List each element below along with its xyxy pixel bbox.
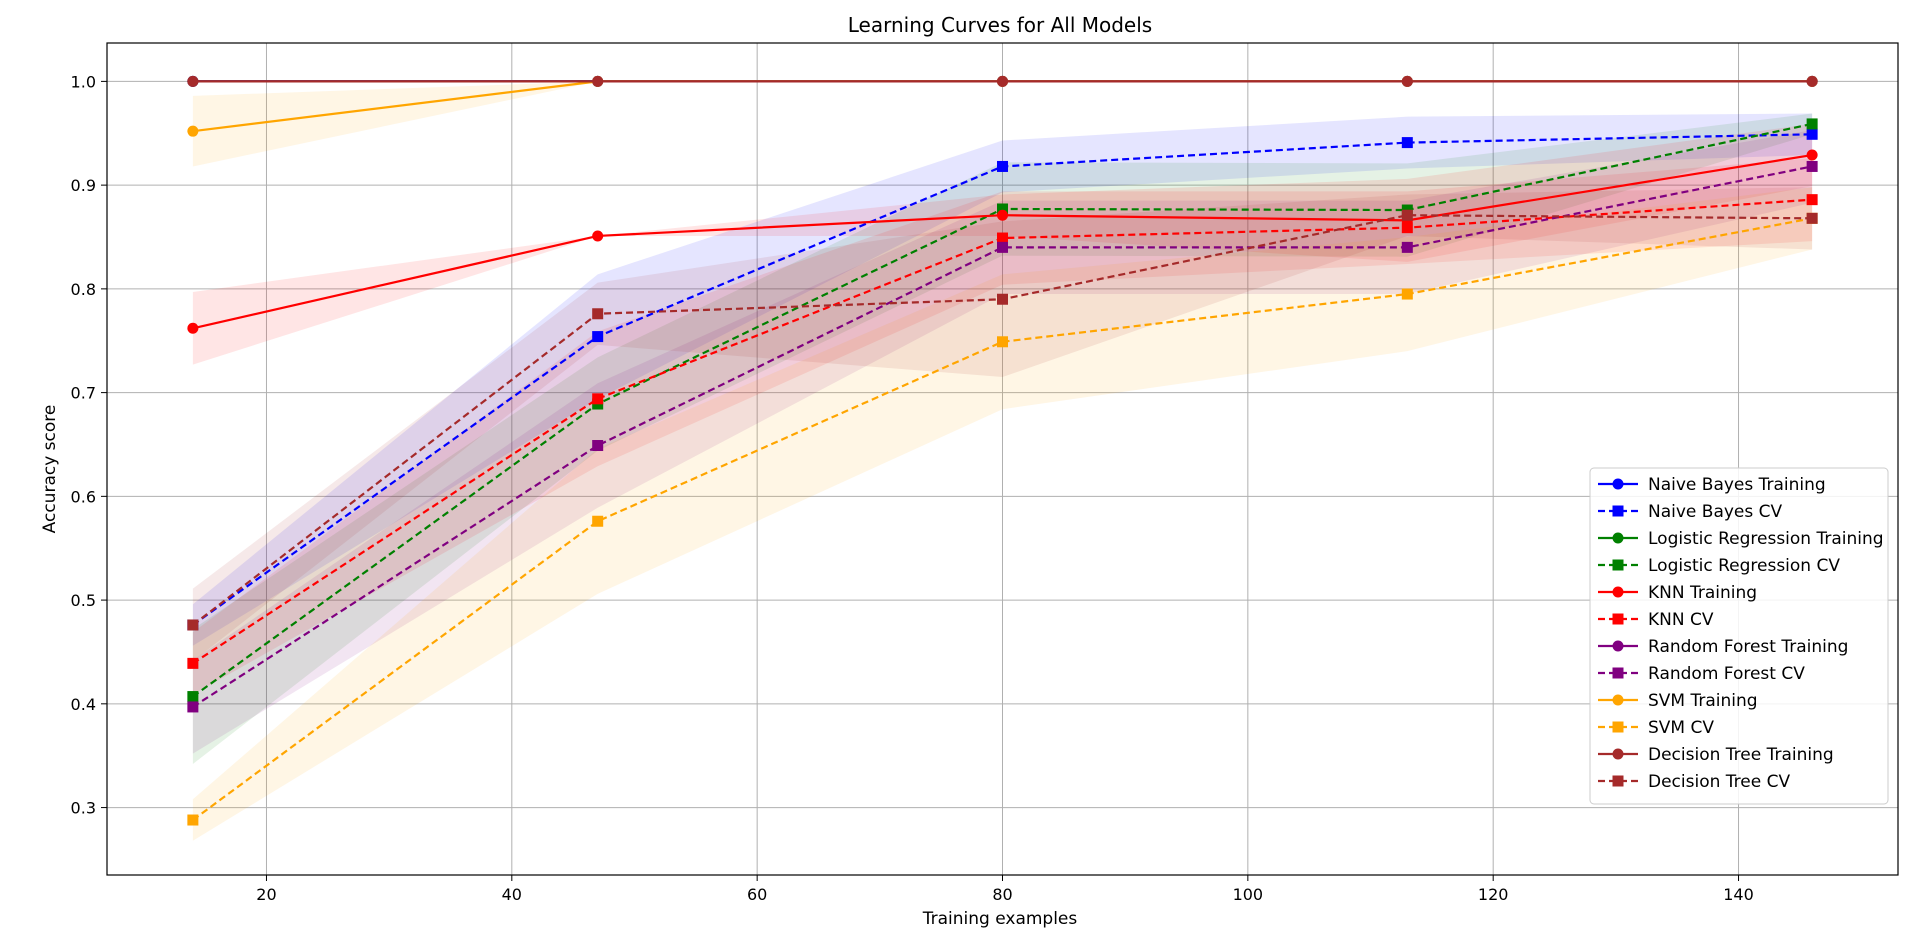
legend-marker [1612, 775, 1624, 787]
axis-ticks: 20 40 60 80 100 120 140 0.3 0.4 0.5 0.6 0.7 0.8 0.9 1.… [71, 72, 1754, 904]
x-tick-label: 140 [1723, 885, 1754, 904]
legend-label: Logistic Regression CV [1648, 556, 1840, 576]
x-tick-label: 120 [1478, 885, 1509, 904]
x-tick-label: 40 [502, 885, 522, 904]
data-point [592, 75, 604, 87]
data-point [997, 336, 1008, 348]
data-point [997, 241, 1008, 253]
legend-label: Naive Bayes Training [1648, 475, 1826, 495]
y-tick-label: 0.8 [71, 280, 96, 299]
x-tick-label: 20 [256, 885, 276, 904]
legend-marker [1612, 694, 1624, 706]
legend-marker [1612, 532, 1624, 544]
data-point [187, 657, 199, 669]
legend: Naive Bayes Training Naive Bayes CV Logist… [1589, 467, 1889, 805]
data-point [1806, 75, 1818, 87]
data-point [1806, 128, 1818, 140]
legend-label: SVM Training [1648, 691, 1758, 711]
std-band [192, 187, 1813, 841]
x-tick-label: 100 [1233, 885, 1264, 904]
legend-label: Logistic Regression Training [1648, 529, 1884, 549]
data-point [187, 701, 199, 713]
y-axis-label: Accuracy score [40, 405, 60, 534]
std-band [192, 187, 1813, 662]
data-point [1401, 222, 1413, 234]
data-point [1401, 288, 1413, 300]
data-point [997, 203, 1008, 215]
x-axis-label: Training examples [922, 909, 1078, 929]
legend-box [1589, 467, 1889, 805]
data-point [997, 293, 1008, 305]
x-tick-label: 60 [747, 885, 767, 904]
legend-label: Random Forest Training [1648, 637, 1848, 657]
legend-label: Decision Tree Training [1648, 745, 1834, 765]
data-point [1806, 118, 1818, 130]
series-lines [187, 75, 1818, 826]
legend-marker [1612, 613, 1624, 625]
y-tick-label: 0.5 [71, 591, 96, 610]
y-tick-label: 0.9 [71, 176, 96, 195]
legend-label: Decision Tree CV [1648, 772, 1790, 792]
legend-marker [1612, 667, 1624, 679]
data-point [997, 160, 1008, 172]
data-point [997, 75, 1008, 87]
legend-label: KNN Training [1648, 583, 1757, 603]
data-point [997, 232, 1008, 244]
data-point [187, 322, 199, 334]
data-point [187, 814, 199, 826]
y-tick-label: 1.0 [71, 72, 96, 91]
y-tick-label: 0.3 [71, 799, 96, 818]
data-point [592, 440, 604, 452]
data-point [1401, 75, 1413, 87]
legend-marker [1612, 721, 1624, 733]
y-tick-label: 0.6 [71, 487, 96, 506]
legend-label: Naive Bayes CV [1648, 502, 1783, 522]
std-band [192, 123, 1813, 365]
y-tick-label: 0.7 [71, 384, 96, 403]
legend-marker [1612, 478, 1624, 490]
series-line [192, 165, 1813, 708]
legend-marker [1612, 505, 1624, 517]
data-point [592, 393, 604, 405]
data-point [592, 308, 604, 320]
legend-marker [1612, 748, 1624, 760]
data-point [592, 331, 604, 343]
std-band [192, 113, 1813, 646]
data-point [592, 230, 604, 242]
data-point [187, 691, 199, 703]
legend-marker [1612, 559, 1624, 571]
data-point [1806, 160, 1818, 172]
x-tick-label: 80 [992, 885, 1012, 904]
legend-marker [1612, 640, 1624, 652]
data-point [187, 619, 199, 631]
legend-label: KNN CV [1648, 610, 1714, 630]
data-point [592, 515, 604, 527]
data-point [1401, 241, 1413, 253]
data-point [1806, 149, 1818, 161]
data-point [1806, 212, 1818, 224]
legend-label: SVM CV [1648, 718, 1714, 738]
data-point [187, 125, 199, 137]
data-point [187, 75, 199, 87]
data-point [1401, 137, 1413, 149]
legend-label: Random Forest CV [1648, 664, 1805, 684]
data-point [997, 209, 1008, 221]
data-point [1401, 209, 1413, 221]
legend-marker [1612, 586, 1624, 598]
y-tick-label: 0.4 [71, 695, 96, 714]
chart-title: Learning Curves for All Models [848, 13, 1152, 37]
series-line [192, 217, 1813, 821]
std-band [192, 130, 1813, 754]
data-point [1806, 194, 1818, 206]
